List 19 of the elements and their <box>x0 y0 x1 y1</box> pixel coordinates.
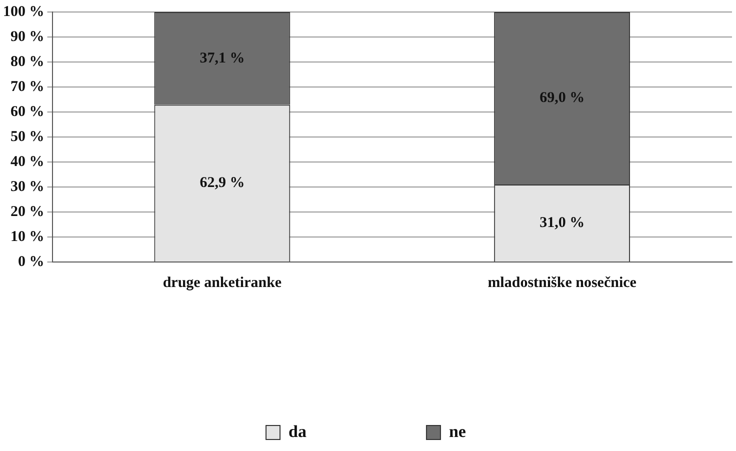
y-tick-label: 0 % <box>18 254 44 270</box>
legend-label: ne <box>448 422 466 441</box>
y-tick-label: 20 % <box>10 204 44 220</box>
y-tick-label: 90 % <box>10 28 44 45</box>
data-label: 37,1 % <box>200 50 245 66</box>
y-tick-label: 40 % <box>10 154 44 170</box>
x-tick-label: druge anketiranke <box>162 274 282 291</box>
y-tick-label: 100 % <box>3 4 44 20</box>
x-tick-label: mladostniške nosečnice <box>488 274 637 291</box>
legend-label: da <box>288 422 307 441</box>
data-label: 69,0 % <box>540 90 585 106</box>
data-label: 62,9 % <box>200 175 245 191</box>
y-tick-label: 60 % <box>10 104 44 120</box>
y-tick-label: 30 % <box>10 178 44 195</box>
data-label: 31,0 % <box>540 214 585 231</box>
y-tick-label: 50 % <box>10 128 44 145</box>
y-tick-label: 70 % <box>10 78 44 95</box>
y-tick-label: 10 % <box>10 228 44 245</box>
y-tick-label: 80 % <box>10 54 44 70</box>
